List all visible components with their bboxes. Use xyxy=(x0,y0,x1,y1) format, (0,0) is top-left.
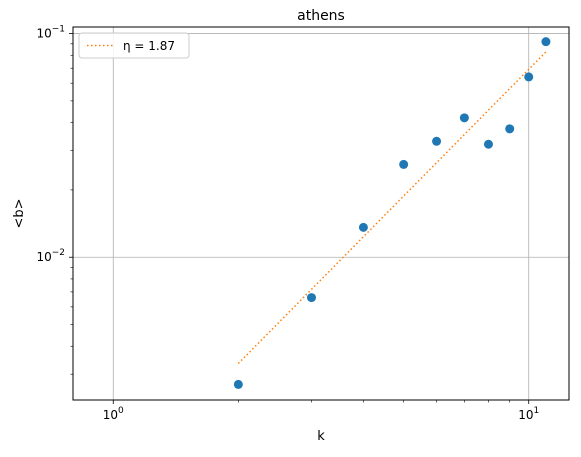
x-tick-label: 101 xyxy=(518,406,539,422)
legend-label: η = 1.87 xyxy=(123,39,175,53)
data-point xyxy=(306,293,316,303)
fit-line-layer xyxy=(237,51,547,364)
data-point xyxy=(483,139,493,149)
data-point xyxy=(541,37,551,47)
data-point xyxy=(432,136,442,146)
data-point xyxy=(459,113,469,123)
y-tick-label: 10−1 xyxy=(36,25,65,41)
data-point xyxy=(358,222,368,232)
data-point xyxy=(399,159,409,169)
legend-box xyxy=(78,32,190,59)
plot-frame xyxy=(72,26,570,401)
data-point xyxy=(505,124,515,134)
y-tick-label: 10−2 xyxy=(36,248,65,264)
x-tick-label: 100 xyxy=(103,406,124,422)
scatter-points xyxy=(233,37,551,389)
data-point xyxy=(233,379,243,389)
x-axis-label: k xyxy=(317,429,325,444)
chart-title: athens xyxy=(297,8,345,24)
fit-line xyxy=(237,51,547,364)
legend: η = 1.87 xyxy=(78,32,190,59)
data-point xyxy=(524,72,534,82)
y-axis-label: <b> xyxy=(12,198,27,228)
axis-ticks: 100 101 10−2 10−1 xyxy=(36,25,539,422)
